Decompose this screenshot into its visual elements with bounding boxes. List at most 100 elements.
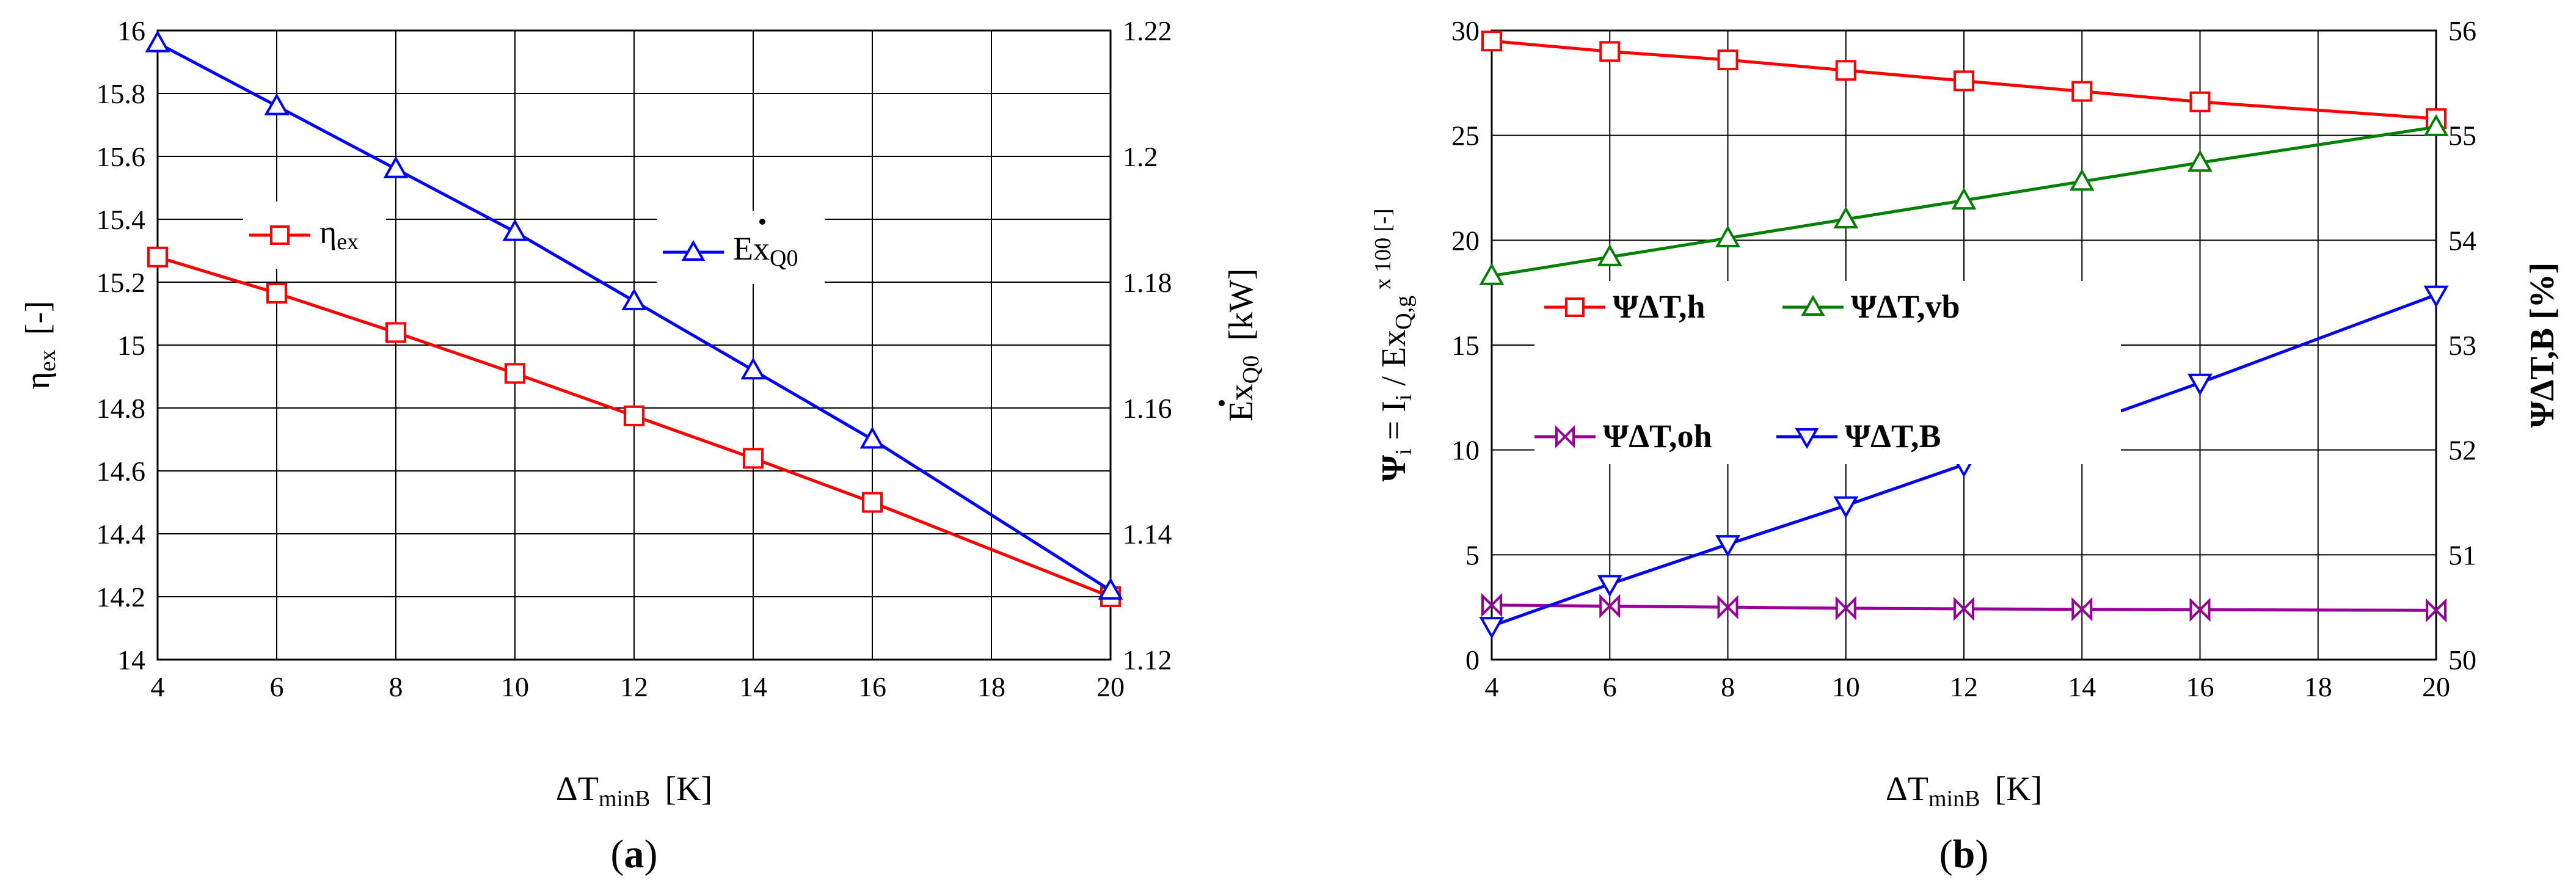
right-y-tick-label: 53 bbox=[2448, 330, 2476, 361]
panel-a-legend-ex-marker bbox=[681, 239, 706, 261]
panel-a-legend-eta-marker bbox=[270, 225, 290, 245]
data-point-1-0 bbox=[1835, 60, 1856, 81]
data-point-0-1 bbox=[1098, 577, 1123, 600]
panel-a-legend-ex-dot-icon bbox=[759, 219, 765, 225]
left-y-tick-label: 14.2 bbox=[97, 581, 146, 613]
panel-b-legend-background bbox=[1534, 281, 2121, 464]
series-line-1-2 bbox=[1491, 603, 2437, 612]
data-point-0-0 bbox=[385, 322, 406, 343]
panel-b-left-y-tick-labels: 0 5 10 15 20 25 30 bbox=[1451, 15, 1480, 676]
panel-a-legend-eta-main: η bbox=[319, 214, 337, 250]
panel-b-x-tick-labels: 4 6 8 10 12 14 16 18 20 bbox=[1485, 671, 2451, 702]
panel-b-legend-oh-label: ΨΔT,oh bbox=[1603, 418, 1712, 454]
panel-b-right-y-tick-labels: 50 51 52 53 54 55 56 bbox=[2448, 15, 2476, 676]
panel-b-right-y-axis-label: ΨΔT,B [%] bbox=[2523, 263, 2561, 428]
data-point-1-3 bbox=[1833, 496, 1859, 519]
data-point-0-0 bbox=[743, 448, 764, 469]
panel-a-right-y-axis-label: ExQ0 [kW] bbox=[1219, 269, 1264, 422]
x-tick-label: 12 bbox=[1950, 671, 1978, 702]
x-tick-label: 8 bbox=[1721, 671, 1735, 702]
right-y-tick-label: 52 bbox=[2448, 435, 2476, 466]
x-tick-label: 14 bbox=[739, 671, 767, 702]
panel-a-caption-close: ) bbox=[644, 832, 658, 876]
right-y-tick-label: 1.12 bbox=[1123, 644, 1172, 676]
x-tick-label: 18 bbox=[977, 671, 1005, 702]
panel-b-left-y-label-psi-sub: i bbox=[1391, 448, 1417, 455]
data-point-1-1 bbox=[2187, 150, 2213, 172]
panel-b-legend-vb-marker bbox=[1801, 294, 1825, 316]
panel-b-legend-h-label: ΨΔT,h bbox=[1613, 288, 1706, 325]
x-tick-label: 16 bbox=[2186, 671, 2214, 702]
panel-a-right-y-label-main: Ex bbox=[1222, 384, 1260, 421]
right-y-tick-label: 51 bbox=[2448, 539, 2476, 570]
x-tick-label: 20 bbox=[1096, 671, 1125, 702]
left-y-tick-label: 30 bbox=[1451, 15, 1480, 46]
series-line-1-1 bbox=[1491, 125, 2437, 278]
x-tick-label: 14 bbox=[2068, 671, 2096, 702]
panel-b-legend-oh-marker bbox=[1555, 425, 1575, 448]
panel-b-x-label-main: ΔT bbox=[1886, 770, 1928, 808]
panel-a-chart: 4 6 8 10 12 14 16 18 20 14 14.2 14.4 14.6 14.8 15 15.2… bbox=[19, 15, 1264, 876]
panel-a-legend: ηex ExQ0 bbox=[243, 202, 825, 284]
left-y-tick-label: 15.4 bbox=[97, 204, 146, 235]
panel-b-caption-close: ) bbox=[1975, 832, 1988, 876]
data-point-1-2 bbox=[2189, 597, 2211, 622]
panel-b-legend-item-h: ΨΔT,h bbox=[1544, 288, 1706, 325]
svg-text:ExQ0[kW]: ExQ0 [kW] bbox=[1222, 269, 1264, 422]
panel-a-right-y-label-unit: [kW] bbox=[1222, 269, 1260, 341]
left-y-tick-label: 16 bbox=[117, 15, 145, 46]
panel-b-left-y-label-eq-sub: i bbox=[1391, 395, 1417, 401]
x-tick-label: 4 bbox=[151, 671, 165, 702]
panel-a-x-label-main: ΔT bbox=[556, 770, 599, 808]
panel-b-left-y-label-psi: Ψ bbox=[1375, 455, 1413, 482]
panel-a-gridlines bbox=[157, 30, 1111, 660]
panel-b-x-label-sub: minB bbox=[1928, 786, 1980, 812]
data-point-0-0 bbox=[147, 246, 168, 268]
panel-b-legend-h-marker bbox=[1565, 297, 1585, 317]
x-tick-label: 6 bbox=[270, 671, 284, 702]
right-y-tick-label: 55 bbox=[2448, 120, 2476, 151]
panel-a-left-y-tick-labels: 14 14.2 14.4 14.6 14.8 15 15.2 15.4 15.6 15.8 16 bbox=[97, 15, 146, 676]
data-point-1-0 bbox=[1599, 41, 1621, 62]
series-line-0-0 bbox=[157, 255, 1111, 599]
data-point-1-0 bbox=[1717, 49, 1739, 71]
data-point-1-2 bbox=[2071, 597, 2093, 622]
panel-b-x-axis-label: ΔTminB [K] bbox=[1886, 770, 2042, 812]
data-point-0-1 bbox=[264, 93, 290, 115]
panel-b-left-y-label-div-sub: Q,g bbox=[1391, 296, 1417, 330]
series-line-1-3 bbox=[1491, 293, 2437, 628]
data-point-1-3 bbox=[1479, 617, 1505, 639]
series-line-0-1 bbox=[156, 42, 1112, 592]
panel-a-x-label-sub: minB bbox=[599, 786, 650, 812]
panel-a-plot-frame bbox=[156, 29, 1112, 661]
panel-a-x-label-unit: [K] bbox=[665, 770, 712, 808]
panel-b-series bbox=[1479, 31, 2449, 639]
data-point-1-2 bbox=[1835, 596, 1856, 621]
left-y-tick-label: 20 bbox=[1451, 225, 1480, 256]
data-point-1-1 bbox=[1479, 263, 1505, 285]
panel-b-left-y-label-tail: x 100 [-] bbox=[1370, 208, 1396, 295]
x-tick-label: 10 bbox=[501, 671, 529, 702]
panel-a-caption: (a) bbox=[611, 832, 658, 876]
data-point-1-0 bbox=[1954, 70, 1974, 92]
data-point-1-2 bbox=[1954, 597, 1974, 621]
data-point-0-1 bbox=[621, 288, 647, 310]
right-y-tick-label: 54 bbox=[2448, 225, 2476, 256]
data-point-0-1 bbox=[145, 30, 170, 53]
x-tick-label: 10 bbox=[1832, 671, 1860, 702]
panel-a-caption-open: ( bbox=[611, 832, 624, 876]
panel-b-legend-item-B: ΨΔT,B bbox=[1776, 418, 1941, 454]
data-point-0-1 bbox=[383, 156, 409, 178]
x-tick-label: 6 bbox=[1603, 671, 1617, 702]
data-point-1-0 bbox=[1481, 31, 1502, 52]
data-point-1-0 bbox=[2189, 91, 2211, 112]
panel-a-legend-ex-main: Ex bbox=[733, 230, 770, 267]
left-y-tick-label: 0 bbox=[1465, 644, 1480, 676]
right-y-tick-label: 50 bbox=[2448, 644, 2476, 676]
left-y-tick-label: 5 bbox=[1465, 539, 1480, 570]
x-tick-label: 8 bbox=[389, 671, 403, 702]
panel-a-right-y-tick-labels: 1.12 1.14 1.16 1.18 1.2 1.22 bbox=[1123, 15, 1172, 676]
panel-a-caption-letter: a bbox=[624, 832, 644, 876]
